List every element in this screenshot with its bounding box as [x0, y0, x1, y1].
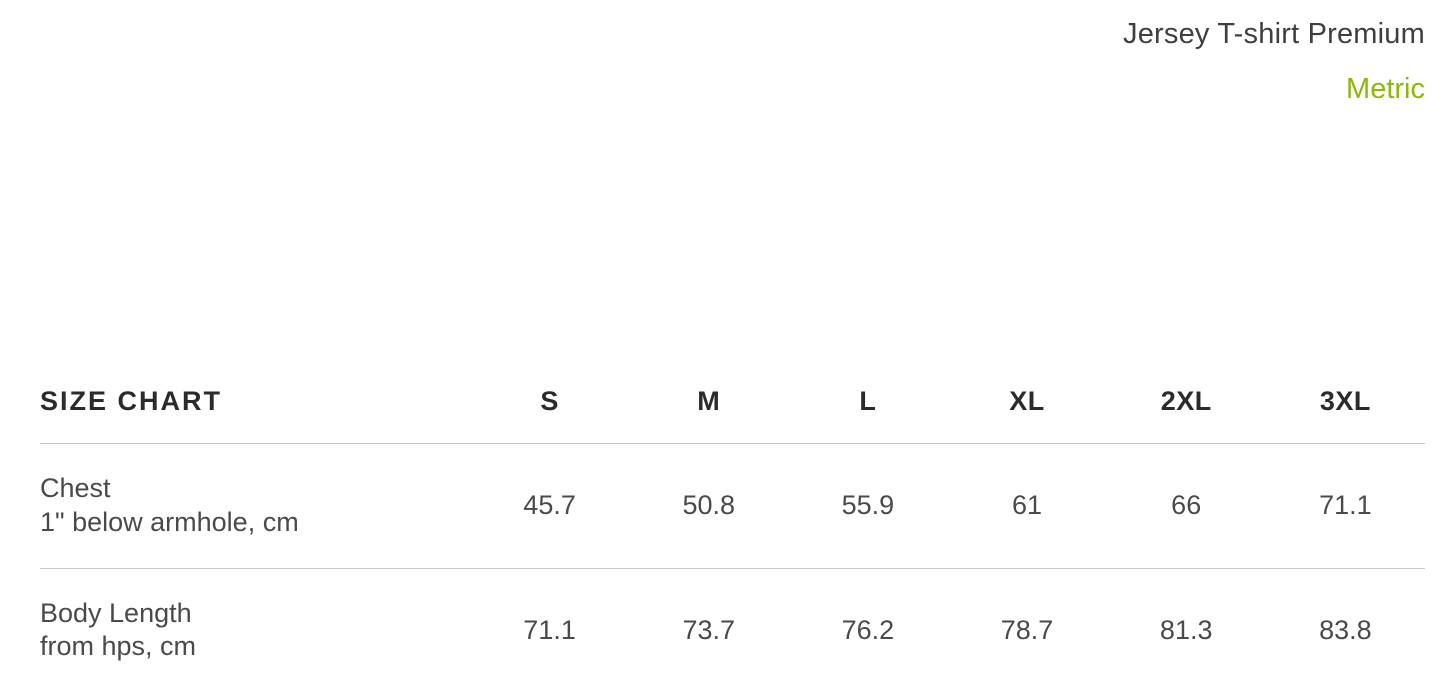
col-header: 3XL	[1266, 376, 1425, 444]
col-header: M	[629, 376, 788, 444]
cell: 73.7	[629, 568, 788, 692]
product-title: Jersey T-shirt Premium	[40, 18, 1425, 51]
cell: 81.3	[1107, 568, 1266, 692]
row-label-line: 1" below armhole, cm	[40, 506, 464, 540]
table-row: Body Length from hps, cm 71.1 73.7 76.2 …	[40, 568, 1425, 692]
cell: 83.8	[1266, 568, 1425, 692]
cell: 66	[1107, 444, 1266, 569]
col-header: XL	[947, 376, 1106, 444]
col-header: L	[788, 376, 947, 444]
cell: 61	[947, 444, 1106, 569]
cell: 78.7	[947, 568, 1106, 692]
table-row: Chest 1" below armhole, cm 45.7 50.8 55.…	[40, 444, 1425, 569]
row-label-line: Body Length	[40, 597, 464, 631]
col-header: S	[470, 376, 629, 444]
col-header: 2XL	[1107, 376, 1266, 444]
cell: 50.8	[629, 444, 788, 569]
cell: 55.9	[788, 444, 947, 569]
row-label: Body Length from hps, cm	[40, 568, 470, 692]
cell: 76.2	[788, 568, 947, 692]
size-chart-heading: SIZE CHART	[40, 376, 470, 444]
cell: 71.1	[470, 568, 629, 692]
cell: 45.7	[470, 444, 629, 569]
row-label-line: Chest	[40, 472, 464, 506]
unit-toggle[interactable]: Metric	[40, 73, 1425, 106]
cell: 71.1	[1266, 444, 1425, 569]
size-chart-table: SIZE CHART S M L XL 2XL 3XL Chest 1" bel…	[40, 376, 1425, 692]
table-header-row: SIZE CHART S M L XL 2XL 3XL	[40, 376, 1425, 444]
row-label: Chest 1" below armhole, cm	[40, 444, 470, 569]
row-label-line: from hps, cm	[40, 630, 464, 664]
